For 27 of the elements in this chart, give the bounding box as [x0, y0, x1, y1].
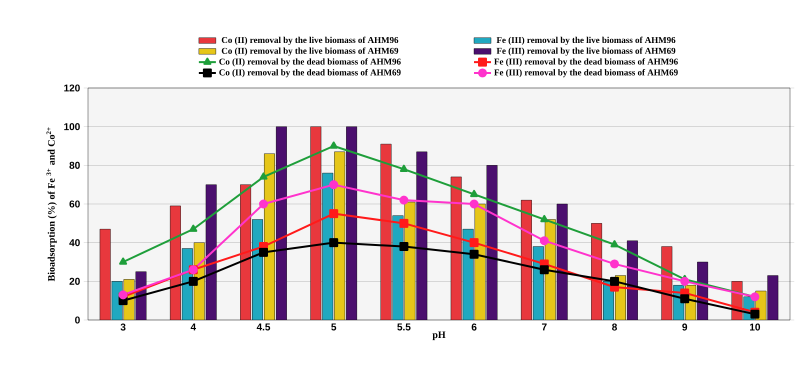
y-tick-label: 100 — [64, 123, 80, 130]
x-tick-label: 10 — [750, 324, 760, 331]
x-tick-label: 9 — [682, 324, 688, 331]
legend-label: Co (II) removal by the live biomass of AHM96 — [222, 36, 398, 45]
legend-label: Fe (III) removal by the dead biomass of AHM96 — [494, 58, 678, 66]
y-tick-label: 20 — [69, 278, 80, 285]
legend-label: Fe (III) removal by the live biomass of AHM69 — [496, 47, 676, 56]
x-tick-label: 4.5 — [256, 324, 270, 330]
x-tick-label: 8 — [612, 324, 617, 331]
x-tick-label: 5 — [331, 324, 336, 330]
y-tick-label: 120 — [64, 84, 80, 92]
y-tick-label: 80 — [69, 162, 80, 169]
legend-label: Co (II) removal by the dead biomass of AHM69 — [219, 69, 401, 78]
y-tick-label: 60 — [70, 200, 80, 208]
x-tick-label: 7 — [542, 324, 547, 330]
x-tick-label: 4 — [190, 324, 196, 330]
x-tick-label: 3 — [120, 324, 126, 331]
legend-label: Co (II) removal by the live biomass of AHM69 — [222, 47, 398, 56]
x-tick-label: 6 — [472, 324, 477, 331]
x-axis-title: pH — [432, 331, 446, 340]
x-tick-label: 5.5 — [397, 324, 411, 330]
y-axis-title: Bioadsorption (%) of Fe $^{3+}$ and Co$^{2+}$ — [46, 127, 57, 282]
legend-label: Fe (III) removal by the live biomass of AHM96 — [496, 36, 676, 45]
y-tick-label: 0 — [75, 316, 80, 324]
legend-label: Co (II) removal by the dead biomass of AHM96 — [219, 58, 401, 66]
y-tick-label: 40 — [69, 239, 80, 246]
legend-label: Fe (III) removal by the dead biomass of AHM69 — [494, 69, 678, 78]
